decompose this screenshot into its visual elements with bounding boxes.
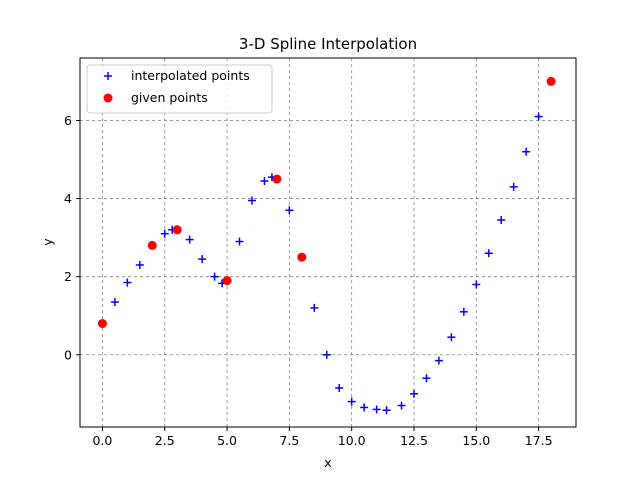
interpolated-point xyxy=(459,307,468,316)
x-tick-label: 10.0 xyxy=(338,433,366,448)
interpolated-point xyxy=(123,278,132,287)
interpolated-point xyxy=(210,272,219,281)
interpolated-point xyxy=(382,406,391,415)
y-axis-label: y xyxy=(40,238,55,246)
given-point xyxy=(97,319,107,329)
interpolated-point xyxy=(110,298,119,307)
given-point xyxy=(172,225,182,235)
y-tick-label: 0 xyxy=(64,347,72,362)
x-tick-label: 17.5 xyxy=(525,433,553,448)
interpolated-point xyxy=(397,401,406,410)
legend-plus-marker xyxy=(104,72,112,80)
given-point xyxy=(297,252,307,262)
interpolated-point xyxy=(322,350,331,359)
interpolated-point xyxy=(198,255,207,264)
interpolated-point xyxy=(135,260,144,269)
ticks: 0.0 2.5 5.0 7.5 10.0 12.5 15.0 17.5 0 2 4 6 xyxy=(64,113,552,448)
data-layer xyxy=(97,76,556,415)
interpolated-point xyxy=(522,147,531,156)
interpolated-point xyxy=(247,196,256,205)
interpolated-point xyxy=(422,374,431,383)
interpolated-point xyxy=(335,383,344,392)
y-tick-label: 4 xyxy=(64,191,72,206)
interpolated-point xyxy=(160,229,169,238)
given-point xyxy=(147,240,157,250)
x-tick-label: 12.5 xyxy=(400,433,428,448)
legend-dot-marker xyxy=(103,93,113,103)
interpolated-point xyxy=(285,206,294,215)
series-given xyxy=(97,76,556,329)
legend-label-given: given points xyxy=(131,90,208,105)
interpolated-point xyxy=(310,303,319,312)
x-tick-label: 7.5 xyxy=(279,433,299,448)
legend-box xyxy=(86,64,273,114)
legend-label-interpolated: interpolated points xyxy=(131,68,250,83)
legend-marker-given xyxy=(103,93,113,103)
y-tick-label: 2 xyxy=(64,269,72,284)
interpolated-point xyxy=(484,249,493,258)
legend-marker-interpolated xyxy=(104,72,112,80)
x-tick-label: 0.0 xyxy=(92,433,112,448)
interpolated-point xyxy=(185,235,194,244)
interpolated-point xyxy=(497,216,506,225)
legend: interpolated points given points xyxy=(86,64,273,114)
interpolated-point xyxy=(434,356,443,365)
x-tick-label: 2.5 xyxy=(155,433,175,448)
x-axis-label: x xyxy=(324,455,331,470)
chart-title: 3-D Spline Interpolation xyxy=(239,35,417,53)
given-point xyxy=(546,76,556,86)
y-tick-label: 6 xyxy=(64,113,72,128)
interpolated-point xyxy=(534,112,543,121)
interpolated-point xyxy=(509,182,518,191)
given-point xyxy=(272,174,282,184)
interpolated-point xyxy=(447,333,456,342)
x-tick-label: 5.0 xyxy=(217,433,237,448)
interpolated-point xyxy=(372,405,381,414)
interpolated-point xyxy=(260,177,269,185)
interpolated-point xyxy=(409,389,418,398)
interpolated-point xyxy=(360,403,369,412)
given-point xyxy=(222,276,232,286)
interpolated-point xyxy=(472,280,481,289)
interpolated-point xyxy=(347,397,356,406)
axes-frame xyxy=(79,57,577,428)
interpolated-point xyxy=(235,237,244,246)
x-tick-label: 15.0 xyxy=(462,433,490,448)
